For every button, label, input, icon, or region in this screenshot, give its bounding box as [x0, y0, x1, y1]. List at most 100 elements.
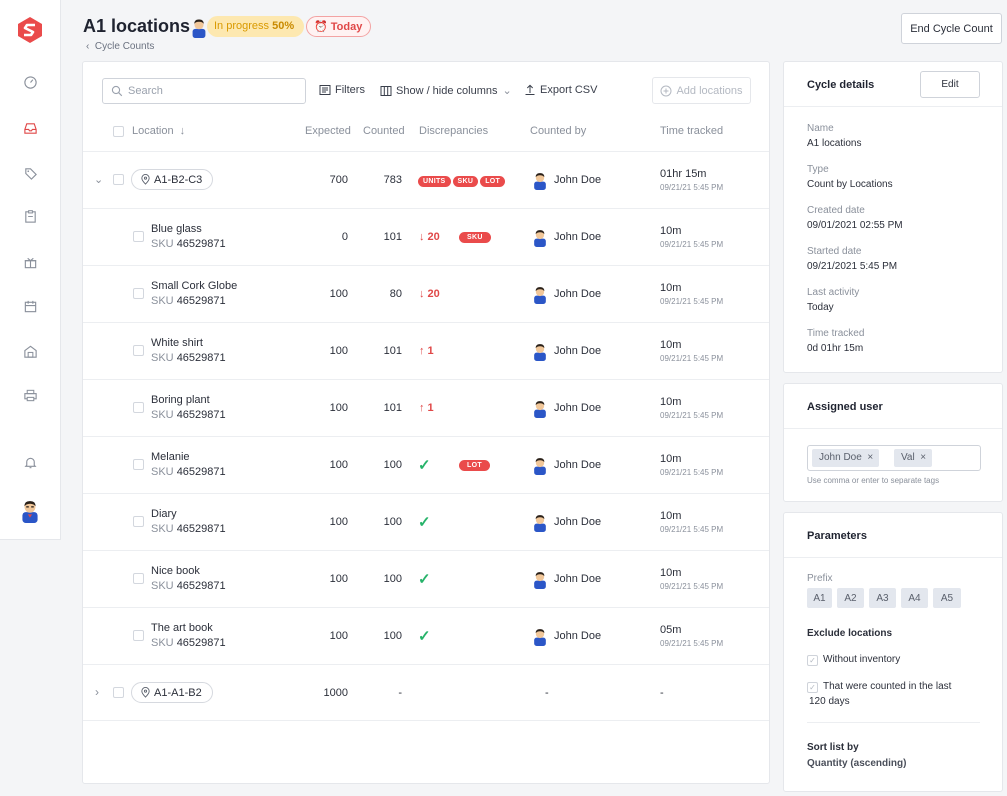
export-label: Export CSV — [540, 84, 598, 96]
close-icon[interactable]: × — [920, 452, 927, 463]
select-all-checkbox[interactable] — [113, 126, 124, 137]
row-checkbox[interactable] — [113, 174, 124, 185]
gift-icon[interactable] — [21, 253, 39, 271]
discrepancy-value: ↓ 20 — [419, 288, 440, 300]
counted-by-name: John Doe — [554, 231, 602, 243]
table-row[interactable]: Diary SKU 46529871 100 100 ✓ John Doe 10m 09/21… — [83, 493, 769, 550]
table-row[interactable]: Boring plant SKU 46529871 100 101 ↑ 1 John Do… — [83, 379, 769, 436]
discrepancy-tag: LOT — [459, 460, 490, 471]
calendar-icon[interactable] — [21, 297, 39, 315]
row-checkbox[interactable] — [133, 459, 144, 470]
time-tracked: 10m — [660, 396, 682, 408]
detail-value: 09/01/2021 02:55 PM — [807, 220, 903, 231]
time-tracked: - — [660, 687, 664, 699]
column-expected[interactable]: Expected — [305, 125, 351, 137]
show-hide-columns-button[interactable]: Show / hide columns ⌄ — [380, 84, 512, 97]
location-pin-icon — [141, 687, 150, 698]
time-date: 09/21/21 5:45 PM — [660, 354, 724, 363]
location-label: A1-A1-B2 — [154, 686, 202, 699]
row-checkbox[interactable] — [133, 402, 144, 413]
chevron-right-icon[interactable]: › — [95, 685, 99, 699]
prefix-chip[interactable]: A3 — [869, 588, 896, 608]
clipboard-icon[interactable] — [21, 207, 39, 225]
end-cycle-count-button[interactable]: End Cycle Count — [901, 13, 1002, 44]
detail-label: Started date — [807, 246, 862, 257]
row-checkbox[interactable] — [133, 630, 144, 641]
table-row[interactable]: The art book SKU 46529871 100 100 ✓ John Doe 0… — [83, 607, 769, 664]
add-locations-button[interactable]: Add locations — [652, 77, 751, 104]
column-counted[interactable]: Counted — [363, 125, 405, 137]
discrepancy-tag: SKU — [459, 232, 491, 243]
row-checkbox[interactable] — [133, 345, 144, 356]
user-avatar — [530, 512, 550, 532]
row-checkbox[interactable] — [133, 231, 144, 242]
time-date: 09/21/21 5:45 PM — [660, 240, 724, 249]
table-row[interactable]: Blue glass SKU 46529871 0 101 ↓ 20 SKU John Do… — [83, 208, 769, 265]
close-icon[interactable]: × — [867, 452, 874, 463]
prefix-chip[interactable]: A5 — [933, 588, 961, 608]
prefix-chip[interactable]: A2 — [837, 588, 864, 608]
time-tracked: 10m — [660, 225, 682, 237]
table-row[interactable]: › A1-A1-B2 1000 - - - — [83, 664, 769, 721]
row-checkbox[interactable] — [133, 288, 144, 299]
without-inventory-checkbox[interactable]: ✓ — [807, 655, 818, 666]
column-time-tracked[interactable]: Time tracked — [660, 125, 724, 137]
counted-value: 101 — [383, 345, 402, 357]
location-pill[interactable]: A1-A1-B2 — [131, 682, 213, 703]
sort-value[interactable]: Quantity (ascending) — [807, 758, 907, 769]
filter-icon — [319, 85, 331, 95]
breadcrumb-link[interactable]: Cycle Counts — [94, 41, 155, 52]
logo-icon[interactable] — [15, 15, 45, 45]
row-checkbox[interactable] — [133, 516, 144, 527]
printer-icon[interactable] — [21, 386, 39, 404]
export-csv-button[interactable]: Export CSV — [524, 84, 597, 96]
counted-by-name: John Doe — [554, 573, 602, 585]
search-input[interactable]: Search — [102, 78, 306, 104]
avatar[interactable] — [17, 497, 43, 523]
item-sku: SKU 46529871 — [151, 409, 226, 421]
location-pill[interactable]: A1-B2-C3 — [131, 169, 214, 190]
column-counted-by[interactable]: Counted by — [530, 125, 587, 137]
export-icon — [525, 84, 535, 95]
bell-icon[interactable] — [21, 453, 39, 471]
counted-value: 80 — [389, 288, 402, 300]
row-checkbox[interactable] — [133, 573, 144, 584]
prefix-chip[interactable]: A1 — [807, 588, 832, 608]
page-title: A1 locations — [83, 16, 191, 36]
warehouse-icon[interactable] — [21, 342, 39, 360]
column-discrepancies[interactable]: Discrepancies — [419, 125, 489, 137]
item-name: Nice book — [151, 565, 200, 577]
user-tag-label: John Doe — [819, 452, 862, 463]
expected-value: 100 — [329, 516, 348, 528]
cycle-details-panel: Cycle details Edit Name A1 locations Type C… — [783, 61, 1003, 373]
user-avatar — [530, 455, 550, 475]
detail-value: A1 locations — [807, 138, 862, 149]
dashboard-icon[interactable] — [21, 73, 39, 91]
time-date: 09/21/21 5:45 PM — [660, 297, 724, 306]
table-row[interactable]: Melanie SKU 46529871 100 100 ✓ LOT John Doe 10m… — [83, 436, 769, 493]
today-badge: ⏰ Today — [306, 16, 372, 37]
inbox-icon[interactable] — [21, 119, 39, 137]
row-checkbox[interactable] — [113, 687, 124, 698]
table-row[interactable]: ⌄ A1-B2-C3 700 783 UNITS SKU LOT John Doe … — [83, 151, 769, 208]
time-tracked: 10m — [660, 339, 682, 351]
chevron-down-icon[interactable]: ⌄ — [94, 174, 104, 186]
table-row[interactable]: White shirt SKU 46529871 100 101 ↑ 1 John Doe… — [83, 322, 769, 379]
table-row[interactable]: Small Cork Globe SKU 46529871 100 80 ↓ 20 Joh… — [83, 265, 769, 322]
divider — [784, 557, 1002, 558]
breadcrumb[interactable]: ‹ Cycle Counts — [86, 41, 154, 52]
column-location[interactable]: Location ↓ — [132, 125, 185, 137]
filters-button[interactable]: Filters — [319, 84, 365, 96]
table-row[interactable]: Nice book SKU 46529871 100 100 ✓ John Doe 10m 0… — [83, 550, 769, 607]
counted-by-name: - — [545, 687, 549, 699]
assigned-user-input[interactable]: John Doe × Val × — [807, 445, 981, 471]
recently-counted-checkbox[interactable]: ✓ — [807, 682, 818, 693]
sku-label: SKU — [151, 409, 174, 421]
item-sku: SKU 46529871 — [151, 238, 226, 250]
counted-by-name: John Doe — [554, 174, 602, 186]
prefix-chip[interactable]: A4 — [901, 588, 928, 608]
sku-value: 46529871 — [176, 466, 226, 478]
discrepancy-tags: UNITS SKU LOT — [418, 174, 507, 187]
edit-button[interactable]: Edit — [920, 71, 980, 98]
tag-icon[interactable] — [21, 164, 39, 182]
